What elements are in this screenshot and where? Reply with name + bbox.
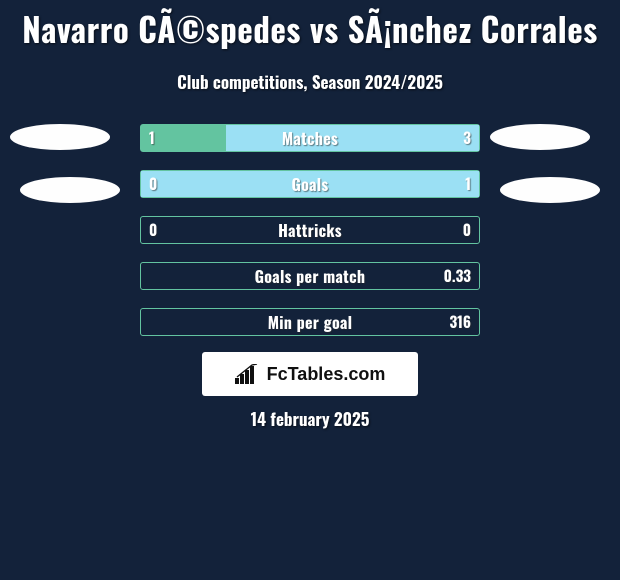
stat-value-right: 1	[465, 173, 471, 195]
stat-row: Goals0 1	[140, 170, 480, 198]
infographic-root: Navarro CÃ©spedes vs SÃ¡nchez Corrales C…	[0, 0, 620, 580]
stat-value-left: 0	[149, 173, 157, 195]
page-subtitle: Club competitions, Season 2024/2025	[0, 69, 620, 94]
team-logo-left-2	[20, 177, 120, 203]
stat-value-left: 1	[149, 127, 155, 149]
stat-value-right: 3	[463, 127, 471, 149]
stat-label: Matches	[141, 126, 479, 150]
brand-text: FcTables.com	[267, 364, 386, 385]
stat-label: Goals	[141, 172, 479, 196]
stat-row: Matches1 3	[140, 124, 480, 152]
date-stamp: 14 february 2025	[0, 406, 620, 431]
stat-row: Min per goal316	[140, 308, 480, 336]
stat-value-right: 316	[449, 311, 471, 333]
stat-label: Min per goal	[141, 310, 479, 334]
stat-value-left: 0	[149, 219, 157, 241]
brand-badge: FcTables.com	[202, 352, 418, 396]
stat-label: Hattricks	[141, 218, 479, 242]
stat-value-right: 0.33	[444, 265, 471, 287]
team-logo-left-1	[10, 124, 110, 150]
team-logo-right-2	[500, 177, 600, 203]
stat-row: Goals per match0.33	[140, 262, 480, 290]
team-logo-right-1	[490, 124, 590, 150]
stat-row: Hattricks0 0	[140, 216, 480, 244]
stat-value-right: 0	[463, 219, 471, 241]
stat-label: Goals per match	[141, 264, 479, 288]
page-title: Navarro CÃ©spedes vs SÃ¡nchez Corrales	[0, 0, 620, 53]
comparison-rows: Matches13Goals01Hattricks00Goals per mat…	[140, 124, 480, 354]
bar-chart-icon	[235, 364, 259, 384]
